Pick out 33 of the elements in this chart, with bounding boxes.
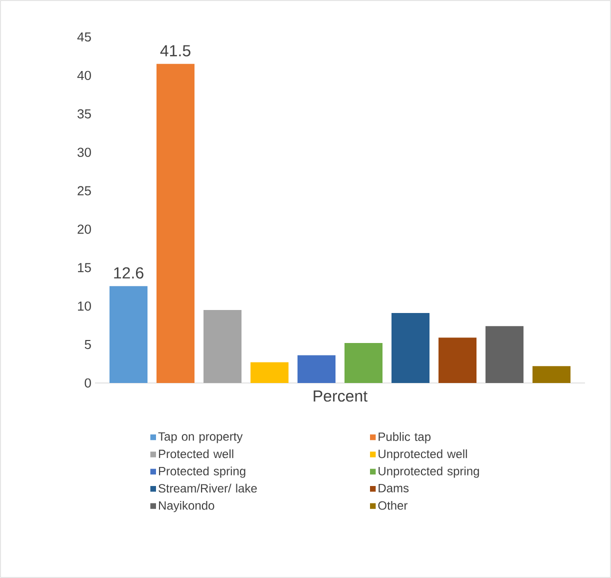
bar — [204, 310, 242, 383]
legend-label: Dams — [378, 484, 409, 492]
legend-label: Public tap — [378, 432, 431, 444]
y-tick-label: 35 — [78, 109, 91, 118]
legend-label: Unprotected spring — [378, 466, 479, 478]
legend-label: Nayikondo — [158, 500, 214, 512]
bar — [298, 355, 336, 383]
bar — [344, 343, 383, 383]
bar — [250, 362, 289, 383]
legend-label: Protected well — [158, 449, 234, 458]
y-tick-label: 10 — [78, 301, 91, 311]
y-tick-label: 45 — [77, 32, 91, 42]
y-tick-label: 30 — [78, 148, 91, 157]
y-tick-label: 15 — [78, 263, 91, 272]
y-tick-label: 25 — [78, 186, 91, 196]
bar — [532, 366, 570, 383]
bar — [438, 338, 476, 383]
y-tick-label: 20 — [78, 224, 91, 234]
x-tick-label: Percent — [314, 390, 368, 402]
legend-label: Protected spring — [158, 466, 246, 478]
y-tick-label: 0 — [84, 378, 91, 388]
legend-label: Other — [378, 500, 408, 510]
bar — [156, 64, 195, 383]
bar — [486, 326, 524, 383]
bar — [110, 286, 148, 383]
data-label: 12.6 — [114, 267, 144, 279]
y-tick-label: 5 — [84, 340, 91, 350]
legend-label: Tap on property — [158, 432, 243, 444]
legend-label: Unprotected well — [378, 449, 467, 461]
bar — [392, 313, 430, 383]
y-tick-label: 40 — [77, 70, 91, 80]
data-label: 41.5 — [160, 45, 190, 56]
legend-label: Stream/River/ lake — [158, 484, 257, 493]
